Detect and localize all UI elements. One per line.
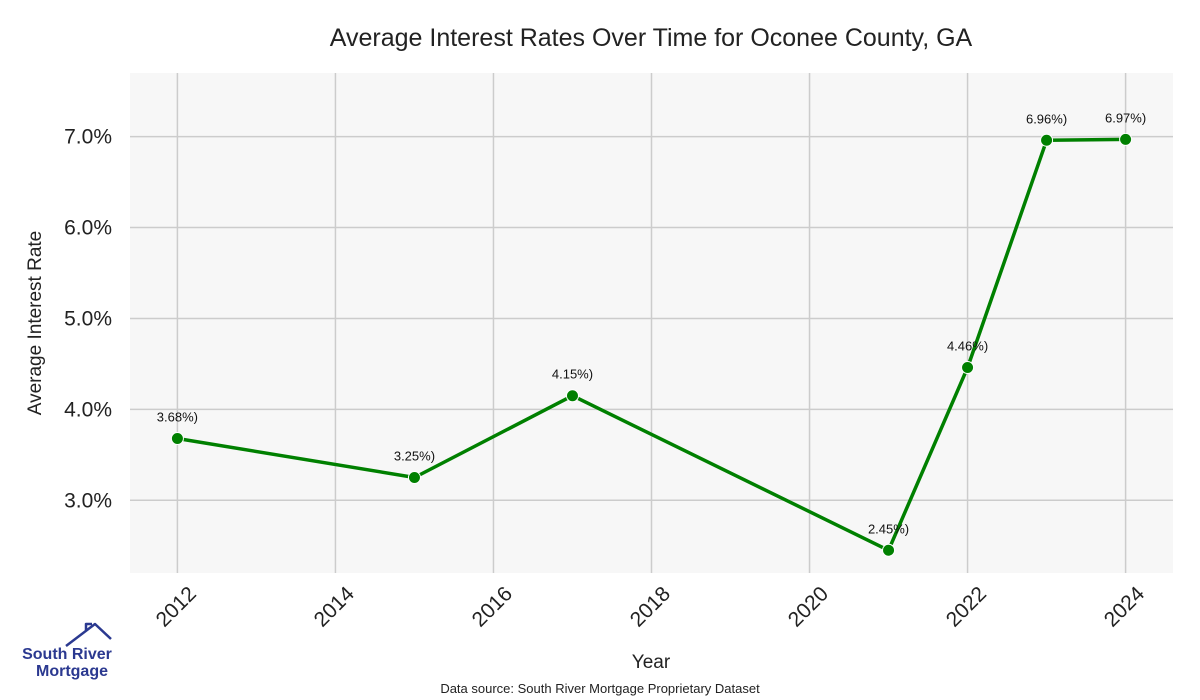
data-label: 6.97%) [1105, 110, 1146, 125]
logo-line2: Mortgage [36, 663, 108, 680]
x-tick-label: 2012 [152, 582, 201, 631]
x-tick-label: 2020 [784, 582, 833, 631]
data-label: 3.25%) [394, 449, 435, 464]
logo-line1: South River [22, 646, 112, 663]
x-tick-label: 2014 [310, 582, 360, 632]
data-label: 4.15%) [552, 367, 593, 382]
source-note: Data source: South River Mortgage Propri… [440, 681, 760, 696]
data-label: 4.46%) [947, 339, 988, 354]
x-tick-label: 2022 [942, 582, 991, 631]
house-roof-icon [65, 622, 112, 647]
y-tick-label: 7.0% [64, 126, 112, 149]
data-point [170, 431, 184, 445]
company-logo: South River Mortgage [22, 622, 112, 680]
x-axis-label: Year [632, 652, 671, 673]
data-label: 6.96%) [1026, 111, 1067, 126]
y-tick-label: 5.0% [64, 307, 112, 330]
y-tick-label: 3.0% [64, 489, 112, 512]
data-point [1119, 132, 1133, 146]
y-tick-label: 6.0% [64, 217, 112, 240]
data-label: 2.45%) [868, 521, 909, 536]
data-point [1040, 133, 1054, 147]
y-tick-label: 4.0% [64, 398, 112, 421]
x-tick-label: 2016 [468, 582, 517, 631]
x-tick-label: 2024 [1100, 582, 1150, 632]
data-point [882, 543, 896, 557]
data-point [961, 361, 975, 375]
x-tick-label: 2018 [626, 582, 675, 631]
data-point [407, 471, 421, 485]
y-axis-label: Average Interest Rate [25, 231, 46, 415]
data-point [565, 389, 579, 403]
chart-title: Average Interest Rates Over Time for Oco… [330, 24, 973, 52]
data-label: 3.68%) [157, 409, 198, 424]
